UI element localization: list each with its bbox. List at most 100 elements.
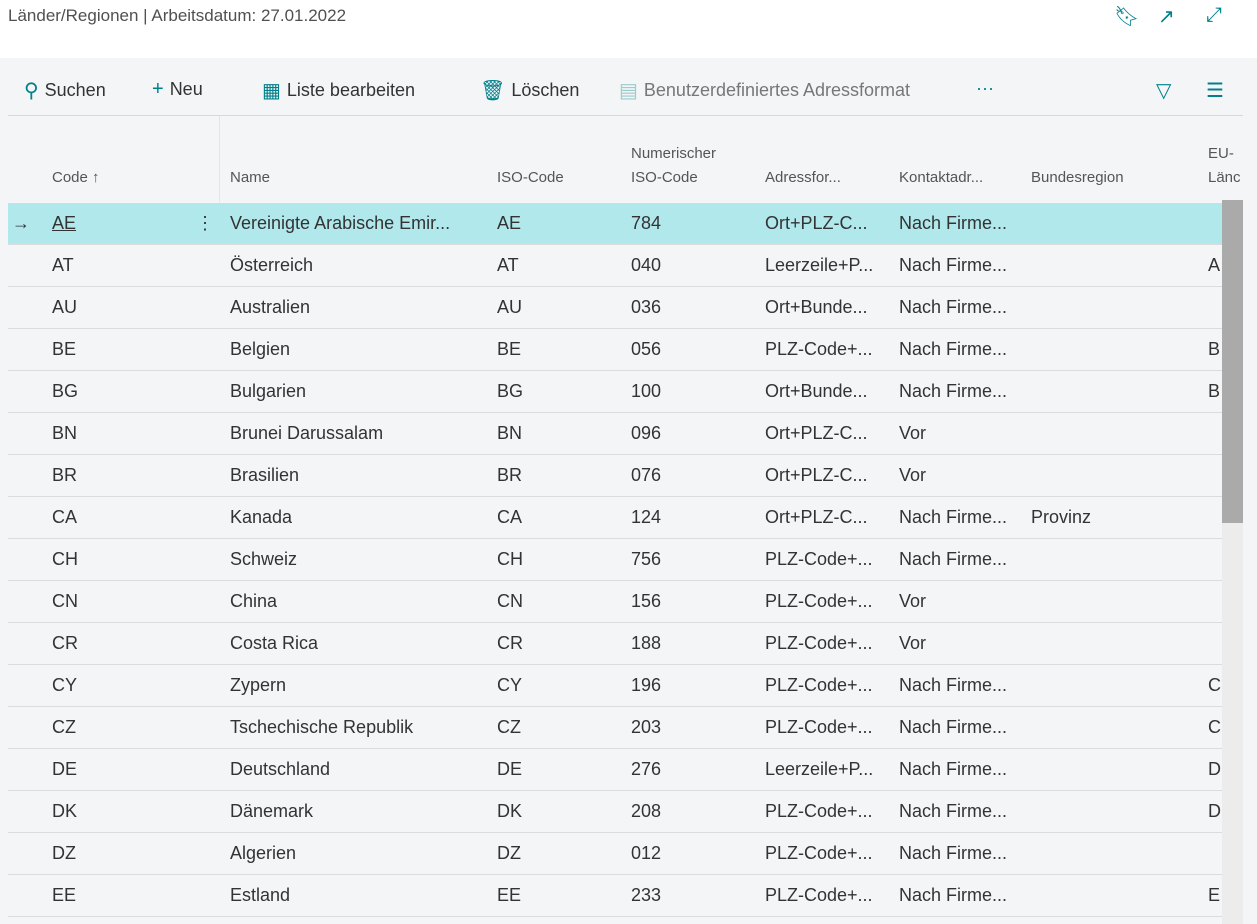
cell-code[interactable]: CZ xyxy=(52,717,76,737)
cell-code[interactable]: AU xyxy=(52,297,78,317)
column-header-eu-country[interactable]: EU- Länc xyxy=(1208,145,1241,186)
cell-eu: C xyxy=(1208,675,1221,695)
filter-button[interactable]: ▽ xyxy=(1156,78,1171,103)
cell-eu: D xyxy=(1208,759,1221,779)
cell-code[interactable]: BN xyxy=(52,423,78,443)
table-row[interactable]: CH Schweiz CH 756 PLZ-Code+... Nach Firme... xyxy=(8,539,1222,581)
table-row[interactable]: CN China CN 156 PLZ-Code+... Vor xyxy=(8,581,1222,623)
column-header-county[interactable]: Bundesregion xyxy=(1031,169,1124,186)
cell-contact: Vor xyxy=(899,465,927,485)
cell-code[interactable]: CH xyxy=(52,549,78,569)
page-header: Länder/Regionen | Arbeitsdatum: 27.01.20… xyxy=(0,0,1257,58)
cell-num: 188 xyxy=(631,633,662,653)
cell-iso: EE xyxy=(497,885,522,905)
table-row[interactable]: AU Australien AU 036 Ort+Bunde... Nach Firme.… xyxy=(8,287,1222,329)
cell-code[interactable]: BG xyxy=(52,381,79,401)
table-row[interactable]: BN Brunei Darussalam BN 096 Ort+PLZ-C... Vor xyxy=(8,413,1222,455)
cell-contact: Vor xyxy=(899,591,927,611)
plus-icon: + xyxy=(152,78,164,100)
column-header-name[interactable]: Name xyxy=(230,169,271,186)
cell-name: Brasilien xyxy=(230,465,300,485)
open-new-window-icon[interactable]: ↗︎ xyxy=(1158,6,1175,28)
cell-contact: Nach Firme... xyxy=(899,297,1008,317)
cell-contact: Nach Firme... xyxy=(899,381,1008,401)
column-header-contact-address[interactable]: Kontaktadr... xyxy=(899,169,984,186)
cell-num: 756 xyxy=(631,549,662,569)
table-row[interactable]: DZ Algerien DZ 012 PLZ-Code+... Nach Firme... xyxy=(8,833,1222,875)
table-row[interactable]: DK Dänemark DK 208 PLZ-Code+... Nach Firme...… xyxy=(8,791,1222,833)
cell-iso: CA xyxy=(497,507,523,527)
cell-name: Bulgarien xyxy=(230,381,307,401)
cell-contact: Nach Firme... xyxy=(899,675,1008,695)
cell-eu: B xyxy=(1208,381,1221,401)
column-header-numeric-iso-code[interactable]: Numerischer ISO-Code xyxy=(631,145,717,186)
cell-addr: Ort+PLZ-C... xyxy=(765,507,868,527)
cell-code[interactable]: DK xyxy=(52,801,78,821)
page-title: Länder/Regionen | Arbeitsdatum: 27.01.20… xyxy=(8,6,347,25)
scrollbar-thumb[interactable] xyxy=(1222,200,1243,523)
cell-iso: DE xyxy=(497,759,523,779)
expand-icon[interactable]: ⤢ xyxy=(1206,4,1222,26)
cell-code[interactable]: CY xyxy=(52,675,78,695)
cell-eu: B xyxy=(1208,339,1221,359)
table-row[interactable]: BR Brasilien BR 076 Ort+PLZ-C... Vor xyxy=(8,455,1222,497)
cell-name: Deutschland xyxy=(230,759,331,779)
table-row[interactable]: EE Estland EE 233 PLZ-Code+... Nach Firme... E xyxy=(8,875,1222,917)
cell-iso: CN xyxy=(497,591,523,611)
table-row[interactable]: CZ Tschechische Republik CZ 203 PLZ-Code+...… xyxy=(8,707,1222,749)
column-header-code[interactable]: Code ↑ xyxy=(52,169,100,186)
cell-addr: PLZ-Code+... xyxy=(765,549,873,569)
cell-contact: Nach Firme... xyxy=(899,885,1008,905)
table-row[interactable]: CR Costa Rica CR 188 PLZ-Code+... Vor xyxy=(8,623,1222,665)
address-format-icon: ▤ xyxy=(619,80,638,102)
cell-num: 276 xyxy=(631,759,662,779)
cell-code[interactable]: BE xyxy=(52,339,77,359)
table-row[interactable]: AT Österreich AT 040 Leerzeile+P... Nach Firm… xyxy=(8,245,1222,287)
cell-code[interactable]: EE xyxy=(52,885,77,905)
cell-contact: Nach Firme... xyxy=(899,549,1008,569)
table-row[interactable]: BE Belgien BE 056 PLZ-Code+... Nach Firme... B xyxy=(8,329,1222,371)
cell-num: 124 xyxy=(631,507,662,527)
cell-num: 196 xyxy=(631,675,662,695)
cell-num: 208 xyxy=(631,801,662,821)
cell-code[interactable]: CR xyxy=(52,633,78,653)
cell-eu: D xyxy=(1208,801,1221,821)
cell-addr: Ort+PLZ-C... xyxy=(765,423,868,443)
cell-code[interactable]: DE xyxy=(52,759,78,779)
edit-list-button[interactable]: ▦ Liste bearbeiten xyxy=(262,78,415,103)
vertical-scrollbar[interactable] xyxy=(1222,200,1243,924)
custom-address-format-button[interactable]: ▤ Benutzerdefiniertes Adressformat xyxy=(619,78,910,103)
search-icon: ⚲ xyxy=(24,80,39,102)
row-menu-icon[interactable]: ⋮ xyxy=(196,213,214,233)
cell-addr: PLZ-Code+... xyxy=(765,717,873,737)
table-row[interactable]: → ⋮ AE Vereinigte Arabische Emir... AE 784 Ort… xyxy=(8,203,1222,245)
cell-contact: Nach Firme... xyxy=(899,801,1008,821)
list-view-button[interactable]: ☰ xyxy=(1206,78,1224,103)
more-actions-button[interactable]: ··· xyxy=(976,78,994,98)
new-button[interactable]: + Neu xyxy=(152,78,203,101)
column-header-iso-code[interactable]: ISO-Code xyxy=(497,169,564,186)
cell-code[interactable]: BR xyxy=(52,465,78,485)
cell-code[interactable]: CA xyxy=(52,507,78,527)
table-row[interactable]: CY Zypern CY 196 PLZ-Code+... Nach Firme... C xyxy=(8,665,1222,707)
cell-addr: PLZ-Code+... xyxy=(765,675,873,695)
column-header-address-format[interactable]: Adressfor... xyxy=(765,169,841,186)
cell-addr: Ort+Bunde... xyxy=(765,381,868,401)
cell-contact: Nach Firme... xyxy=(899,717,1008,737)
cell-iso: BE xyxy=(497,339,522,359)
delete-button[interactable]: 🗑︎ Löschen xyxy=(480,78,579,103)
bookmark-icon[interactable]: 🔖︎ xyxy=(1114,6,1140,28)
cell-name: Estland xyxy=(230,885,291,905)
table-row[interactable]: DE Deutschland DE 276 Leerzeile+P... Nach Fir… xyxy=(8,749,1222,791)
cell-iso: DZ xyxy=(497,843,521,863)
search-button[interactable]: ⚲ Suchen xyxy=(24,78,106,103)
cell-iso: CZ xyxy=(497,717,521,737)
cell-iso: CH xyxy=(497,549,523,569)
cell-code[interactable]: AE xyxy=(52,213,77,233)
cell-code[interactable]: CN xyxy=(52,591,78,611)
table-row[interactable]: BG Bulgarien BG 100 Ort+Bunde... Nach Firme..… xyxy=(8,371,1222,413)
action-bar: ⚲ Suchen + Neu ▦ Liste bearbeiten 🗑︎ Löschen… xyxy=(8,58,1243,116)
cell-code[interactable]: AT xyxy=(52,255,74,275)
cell-code[interactable]: DZ xyxy=(52,843,76,863)
table-row[interactable]: CA Kanada CA 124 Ort+PLZ-C... Nach Firme... Pr… xyxy=(8,497,1222,539)
